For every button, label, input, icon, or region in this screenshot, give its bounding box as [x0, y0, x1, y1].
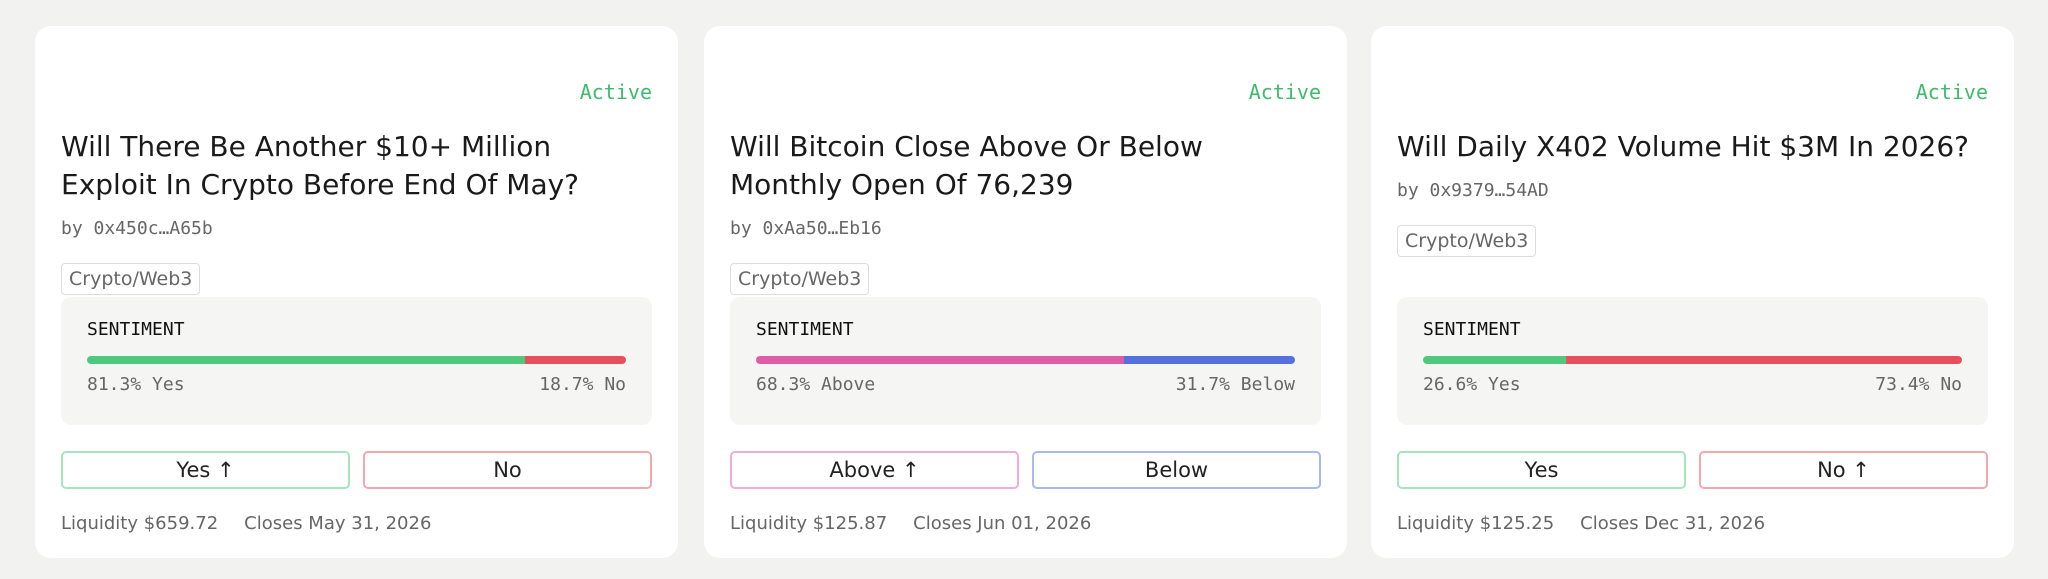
- vote-button[interactable]: Yes: [1397, 451, 1686, 489]
- sentiment-segment: [525, 356, 626, 364]
- tag[interactable]: Crypto/Web3: [730, 263, 870, 295]
- author: by 0xAa50…Eb16: [730, 218, 882, 239]
- sentiment-segment: [1423, 356, 1567, 364]
- sentiment-panel: SENTIMENT 26.6% Yes 73.4% No: [1397, 297, 1988, 425]
- card-bottom: SENTIMENT 68.3% Above 31.7% Below Above ↑ Be…: [730, 297, 1321, 534]
- vote-button[interactable]: No: [363, 451, 652, 489]
- card-bottom: SENTIMENT 26.6% Yes 73.4% No Yes No ↑ Liquidi…: [1397, 297, 1988, 534]
- status: Active: [579, 80, 652, 104]
- market-card[interactable]: Active Will There Be Another $10+ Million…: [35, 26, 678, 558]
- liquidity: Liquidity $125.25: [1397, 513, 1555, 534]
- market-title[interactable]: Will There Be Another $10+ Million Explo…: [61, 130, 580, 201]
- sentiment-option-label: 26.6% Yes: [1423, 374, 1521, 395]
- card-footer: Liquidity $659.72 Closes May 31, 2026: [61, 513, 652, 534]
- vote-button[interactable]: Yes ↑: [61, 451, 350, 489]
- market-card[interactable]: Active Will Daily X402 Volume Hit $3M In …: [1371, 26, 2014, 558]
- market-card[interactable]: Active Will Bitcoin Close Above Or Below …: [704, 26, 1347, 558]
- tag[interactable]: Crypto/Web3: [1397, 225, 1537, 257]
- author: by 0x9379…54AD: [1397, 180, 1549, 201]
- author: by 0x450c…A65b: [61, 218, 213, 239]
- vote-buttons: Above ↑ Below: [730, 451, 1321, 489]
- sentiment-bar: [756, 356, 1295, 364]
- card-footer: Liquidity $125.25 Closes Dec 31, 2026: [1397, 513, 1988, 534]
- vote-buttons: Yes No ↑: [1397, 451, 1988, 489]
- market-title[interactable]: Will Bitcoin Close Above Or Below Monthl…: [730, 130, 1203, 201]
- sentiment-panel: SENTIMENT 68.3% Above 31.7% Below: [730, 297, 1321, 425]
- close-date: Closes Jun 01, 2026: [913, 513, 1092, 534]
- vote-button[interactable]: Above ↑: [730, 451, 1019, 489]
- close-date: Closes Dec 31, 2026: [1580, 513, 1766, 534]
- sentiment-option-label: 73.4% No: [1875, 374, 1962, 395]
- sentiment-segment: [87, 356, 526, 364]
- vote-button[interactable]: No ↑: [1699, 451, 1988, 489]
- market-title[interactable]: Will Daily X402 Volume Hit $3M In 2026?: [1397, 130, 1970, 163]
- sentiment-label: SENTIMENT: [87, 319, 185, 340]
- liquidity: Liquidity $125.87: [730, 513, 888, 534]
- sentiment-option-label: 68.3% Above: [756, 374, 876, 395]
- close-date: Closes May 31, 2026: [244, 513, 432, 534]
- sentiment-segment: [756, 356, 1125, 364]
- sentiment-labels: 81.3% Yes 18.7% No: [87, 374, 626, 395]
- status: Active: [1248, 80, 1321, 104]
- sentiment-labels: 26.6% Yes 73.4% No: [1423, 374, 1962, 395]
- sentiment-segment: [1124, 356, 1295, 364]
- sentiment-bar: [1423, 356, 1962, 364]
- vote-buttons: Yes ↑ No: [61, 451, 652, 489]
- sentiment-option-label: 18.7% No: [539, 374, 626, 395]
- sentiment-bar: [87, 356, 626, 364]
- sentiment-label: SENTIMENT: [756, 319, 854, 340]
- vote-button[interactable]: Below: [1032, 451, 1321, 489]
- sentiment-option-label: 81.3% Yes: [87, 374, 185, 395]
- sentiment-label: SENTIMENT: [1423, 319, 1521, 340]
- sentiment-panel: SENTIMENT 81.3% Yes 18.7% No: [61, 297, 652, 425]
- card-bottom: SENTIMENT 81.3% Yes 18.7% No Yes ↑ No Liquidi…: [61, 297, 652, 534]
- sentiment-labels: 68.3% Above 31.7% Below: [756, 374, 1295, 395]
- status: Active: [1915, 80, 1988, 104]
- tag[interactable]: Crypto/Web3: [61, 263, 201, 295]
- sentiment-option-label: 31.7% Below: [1175, 374, 1295, 395]
- sentiment-segment: [1566, 356, 1962, 364]
- card-footer: Liquidity $125.87 Closes Jun 01, 2026: [730, 513, 1321, 534]
- liquidity: Liquidity $659.72: [61, 513, 219, 534]
